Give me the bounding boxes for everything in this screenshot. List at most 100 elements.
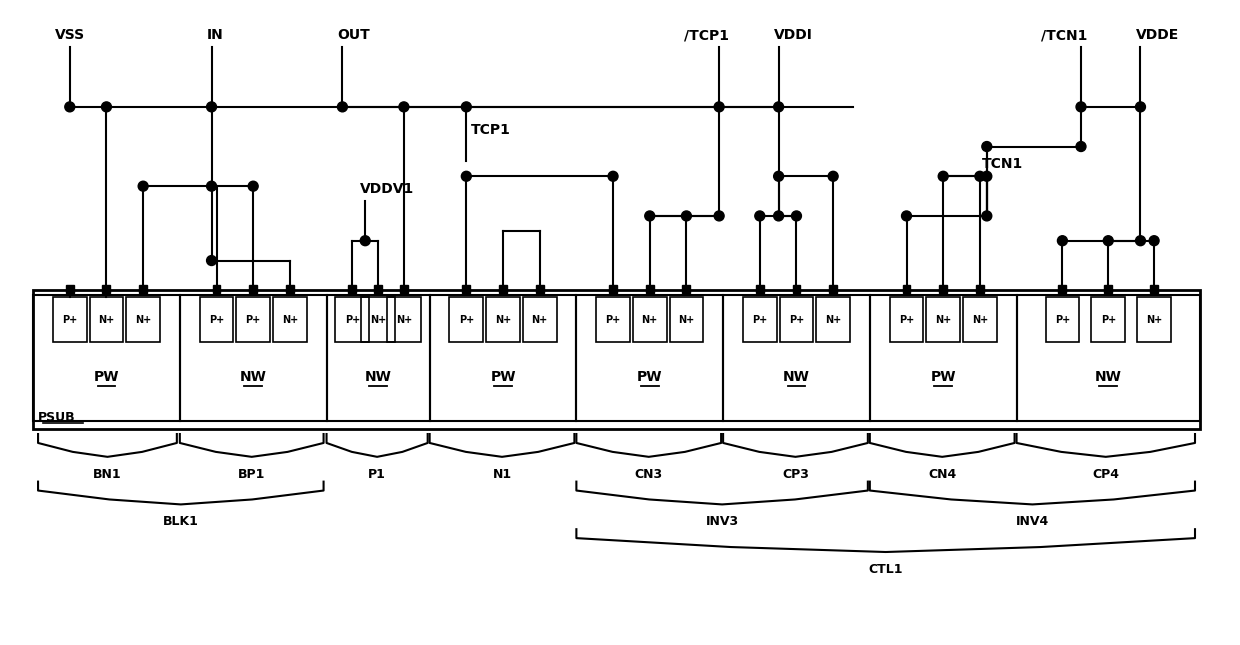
Bar [429, 295, 577, 421]
Circle shape [939, 172, 949, 181]
Text: P+: P+ [753, 315, 768, 324]
Circle shape [1076, 102, 1086, 112]
Text: BLK1: BLK1 [162, 515, 198, 528]
Bar [126, 297, 160, 342]
Bar [596, 297, 630, 342]
Text: INV3: INV3 [706, 515, 739, 528]
Bar [963, 297, 997, 342]
Circle shape [608, 172, 618, 181]
Text: VDDE: VDDE [1136, 28, 1179, 43]
Text: IN: IN [207, 28, 223, 43]
Circle shape [102, 102, 112, 112]
Text: VSS: VSS [55, 28, 86, 43]
Text: /TCN1: /TCN1 [1042, 28, 1087, 43]
Text: PW: PW [637, 370, 662, 384]
Bar [939, 285, 947, 293]
Text: TCN1: TCN1 [982, 157, 1023, 172]
Text: N+: N+ [135, 315, 151, 324]
Bar [180, 295, 326, 421]
Bar [348, 285, 356, 293]
Text: INV4: INV4 [1016, 515, 1049, 528]
Text: N+: N+ [678, 315, 694, 324]
Bar [1137, 297, 1171, 342]
Text: PW: PW [490, 370, 516, 384]
Circle shape [207, 102, 217, 112]
Circle shape [714, 211, 724, 221]
Text: VDDV1: VDDV1 [361, 182, 414, 196]
Bar [926, 297, 960, 342]
Bar [816, 297, 849, 342]
Circle shape [755, 211, 765, 221]
Circle shape [207, 181, 217, 191]
Bar [463, 285, 470, 293]
Bar [536, 285, 543, 293]
Circle shape [1149, 236, 1159, 246]
Bar [53, 297, 87, 342]
Bar [646, 285, 653, 293]
Circle shape [461, 102, 471, 112]
Bar [723, 295, 869, 421]
Text: NW: NW [365, 370, 392, 384]
Text: TCP1: TCP1 [471, 123, 511, 137]
Circle shape [248, 181, 258, 191]
Bar [976, 285, 983, 293]
Circle shape [1058, 236, 1068, 246]
Bar [577, 295, 723, 421]
Bar [336, 297, 370, 342]
Circle shape [982, 172, 992, 181]
Text: P+: P+ [605, 315, 621, 324]
Bar [632, 297, 667, 342]
Bar [523, 297, 557, 342]
Bar [212, 285, 221, 293]
Circle shape [337, 102, 347, 112]
Text: NW: NW [239, 370, 267, 384]
Circle shape [901, 211, 911, 221]
Text: P1: P1 [368, 468, 386, 481]
Text: BN1: BN1 [93, 468, 122, 481]
Text: P+: P+ [208, 315, 224, 324]
Bar [486, 297, 520, 342]
Bar [401, 285, 408, 293]
Circle shape [1076, 141, 1086, 152]
Text: OUT: OUT [337, 28, 371, 43]
Text: P+: P+ [1055, 315, 1070, 324]
Text: N1: N1 [492, 468, 512, 481]
Circle shape [774, 211, 784, 221]
Bar [780, 297, 813, 342]
Circle shape [64, 102, 74, 112]
Text: N+: N+ [370, 315, 386, 324]
Bar [1091, 297, 1125, 342]
Bar [756, 285, 764, 293]
Bar [89, 297, 123, 342]
Bar [1017, 295, 1200, 421]
Bar [1151, 285, 1158, 293]
Text: /TCP1: /TCP1 [684, 28, 729, 43]
Bar [1105, 285, 1112, 293]
Bar [869, 295, 1017, 421]
Bar [1059, 285, 1066, 293]
Text: N+: N+ [825, 315, 841, 324]
Text: P+: P+ [246, 315, 260, 324]
Bar [387, 297, 420, 342]
Bar [103, 285, 110, 293]
Circle shape [461, 172, 471, 181]
Text: P+: P+ [1101, 315, 1116, 324]
Bar [743, 297, 776, 342]
Text: N+: N+ [98, 315, 114, 324]
Circle shape [645, 211, 655, 221]
Bar [139, 285, 148, 293]
Text: CN4: CN4 [928, 468, 956, 481]
Circle shape [982, 141, 992, 152]
Text: P+: P+ [789, 315, 804, 324]
Bar [33, 295, 180, 421]
Text: N+: N+ [495, 315, 511, 324]
Text: CP4: CP4 [1092, 468, 1120, 481]
Bar [237, 297, 270, 342]
Circle shape [682, 211, 692, 221]
Circle shape [791, 211, 801, 221]
Bar [792, 285, 801, 293]
Text: BP1: BP1 [238, 468, 265, 481]
Text: VDDI: VDDI [774, 28, 812, 43]
Text: N+: N+ [972, 315, 988, 324]
Text: PW: PW [94, 370, 119, 384]
